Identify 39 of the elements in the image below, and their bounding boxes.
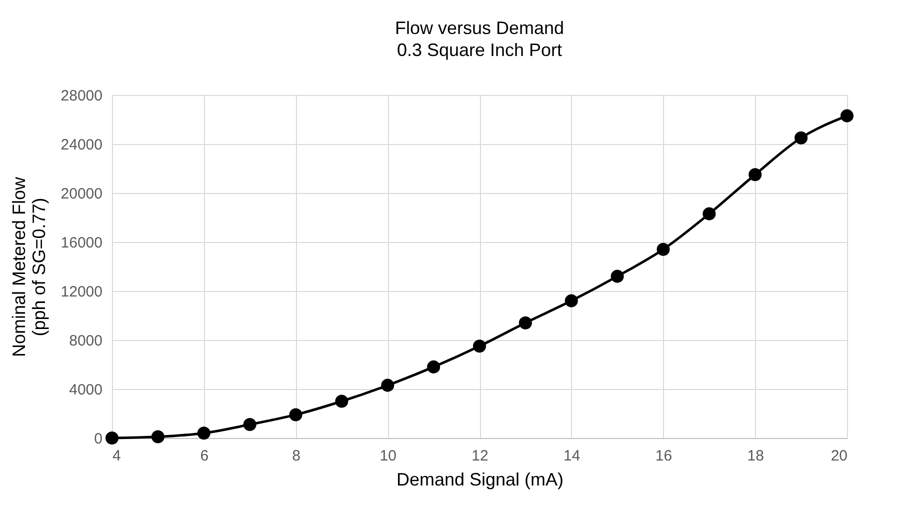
point <box>564 294 578 308</box>
point <box>289 408 302 422</box>
point <box>197 426 210 440</box>
y-tick-label: 0 <box>94 430 102 448</box>
y-tick-label: 16000 <box>60 234 102 252</box>
y-tick-label: 4000 <box>69 382 102 398</box>
x-tick-label: 10 <box>380 448 396 464</box>
chart-title: Flow versus Demand <box>394 18 564 38</box>
x-tick-label: 4 <box>112 448 121 464</box>
y-tick-label: 24000 <box>60 136 102 154</box>
text: (pph of SG=0.77) <box>28 198 49 336</box>
point <box>243 418 256 432</box>
x-tick-label: 14 <box>564 448 580 464</box>
x-tick-label: 6 <box>200 448 209 464</box>
x-tick-label: 16 <box>655 448 672 464</box>
point <box>472 340 486 353</box>
x-tick-label: 20 <box>830 448 848 464</box>
point <box>748 168 762 182</box>
x-tick-label: 8 <box>292 448 300 464</box>
y-tick-label: 28000 <box>60 88 102 104</box>
point <box>381 378 394 392</box>
point <box>610 270 624 283</box>
chart-subtitle: 0.3 Square Inch Port <box>396 40 562 60</box>
y-tick-label: 20000 <box>60 186 102 202</box>
point <box>702 207 716 220</box>
point <box>335 394 348 408</box>
x-axis-title: Demand Signal (mA) <box>396 470 564 490</box>
y-tick-label: 12000 <box>60 284 102 300</box>
y-tick-label: 8000 <box>69 332 102 350</box>
text: Nominal Metered Flow <box>8 176 29 358</box>
point <box>151 430 164 444</box>
point <box>105 431 119 445</box>
point <box>656 242 670 256</box>
x-tick-label: 12 <box>472 448 488 464</box>
point <box>840 109 854 122</box>
point <box>427 360 440 374</box>
point <box>518 316 532 330</box>
point <box>794 131 808 144</box>
x-tick-label: 18 <box>747 448 764 464</box>
